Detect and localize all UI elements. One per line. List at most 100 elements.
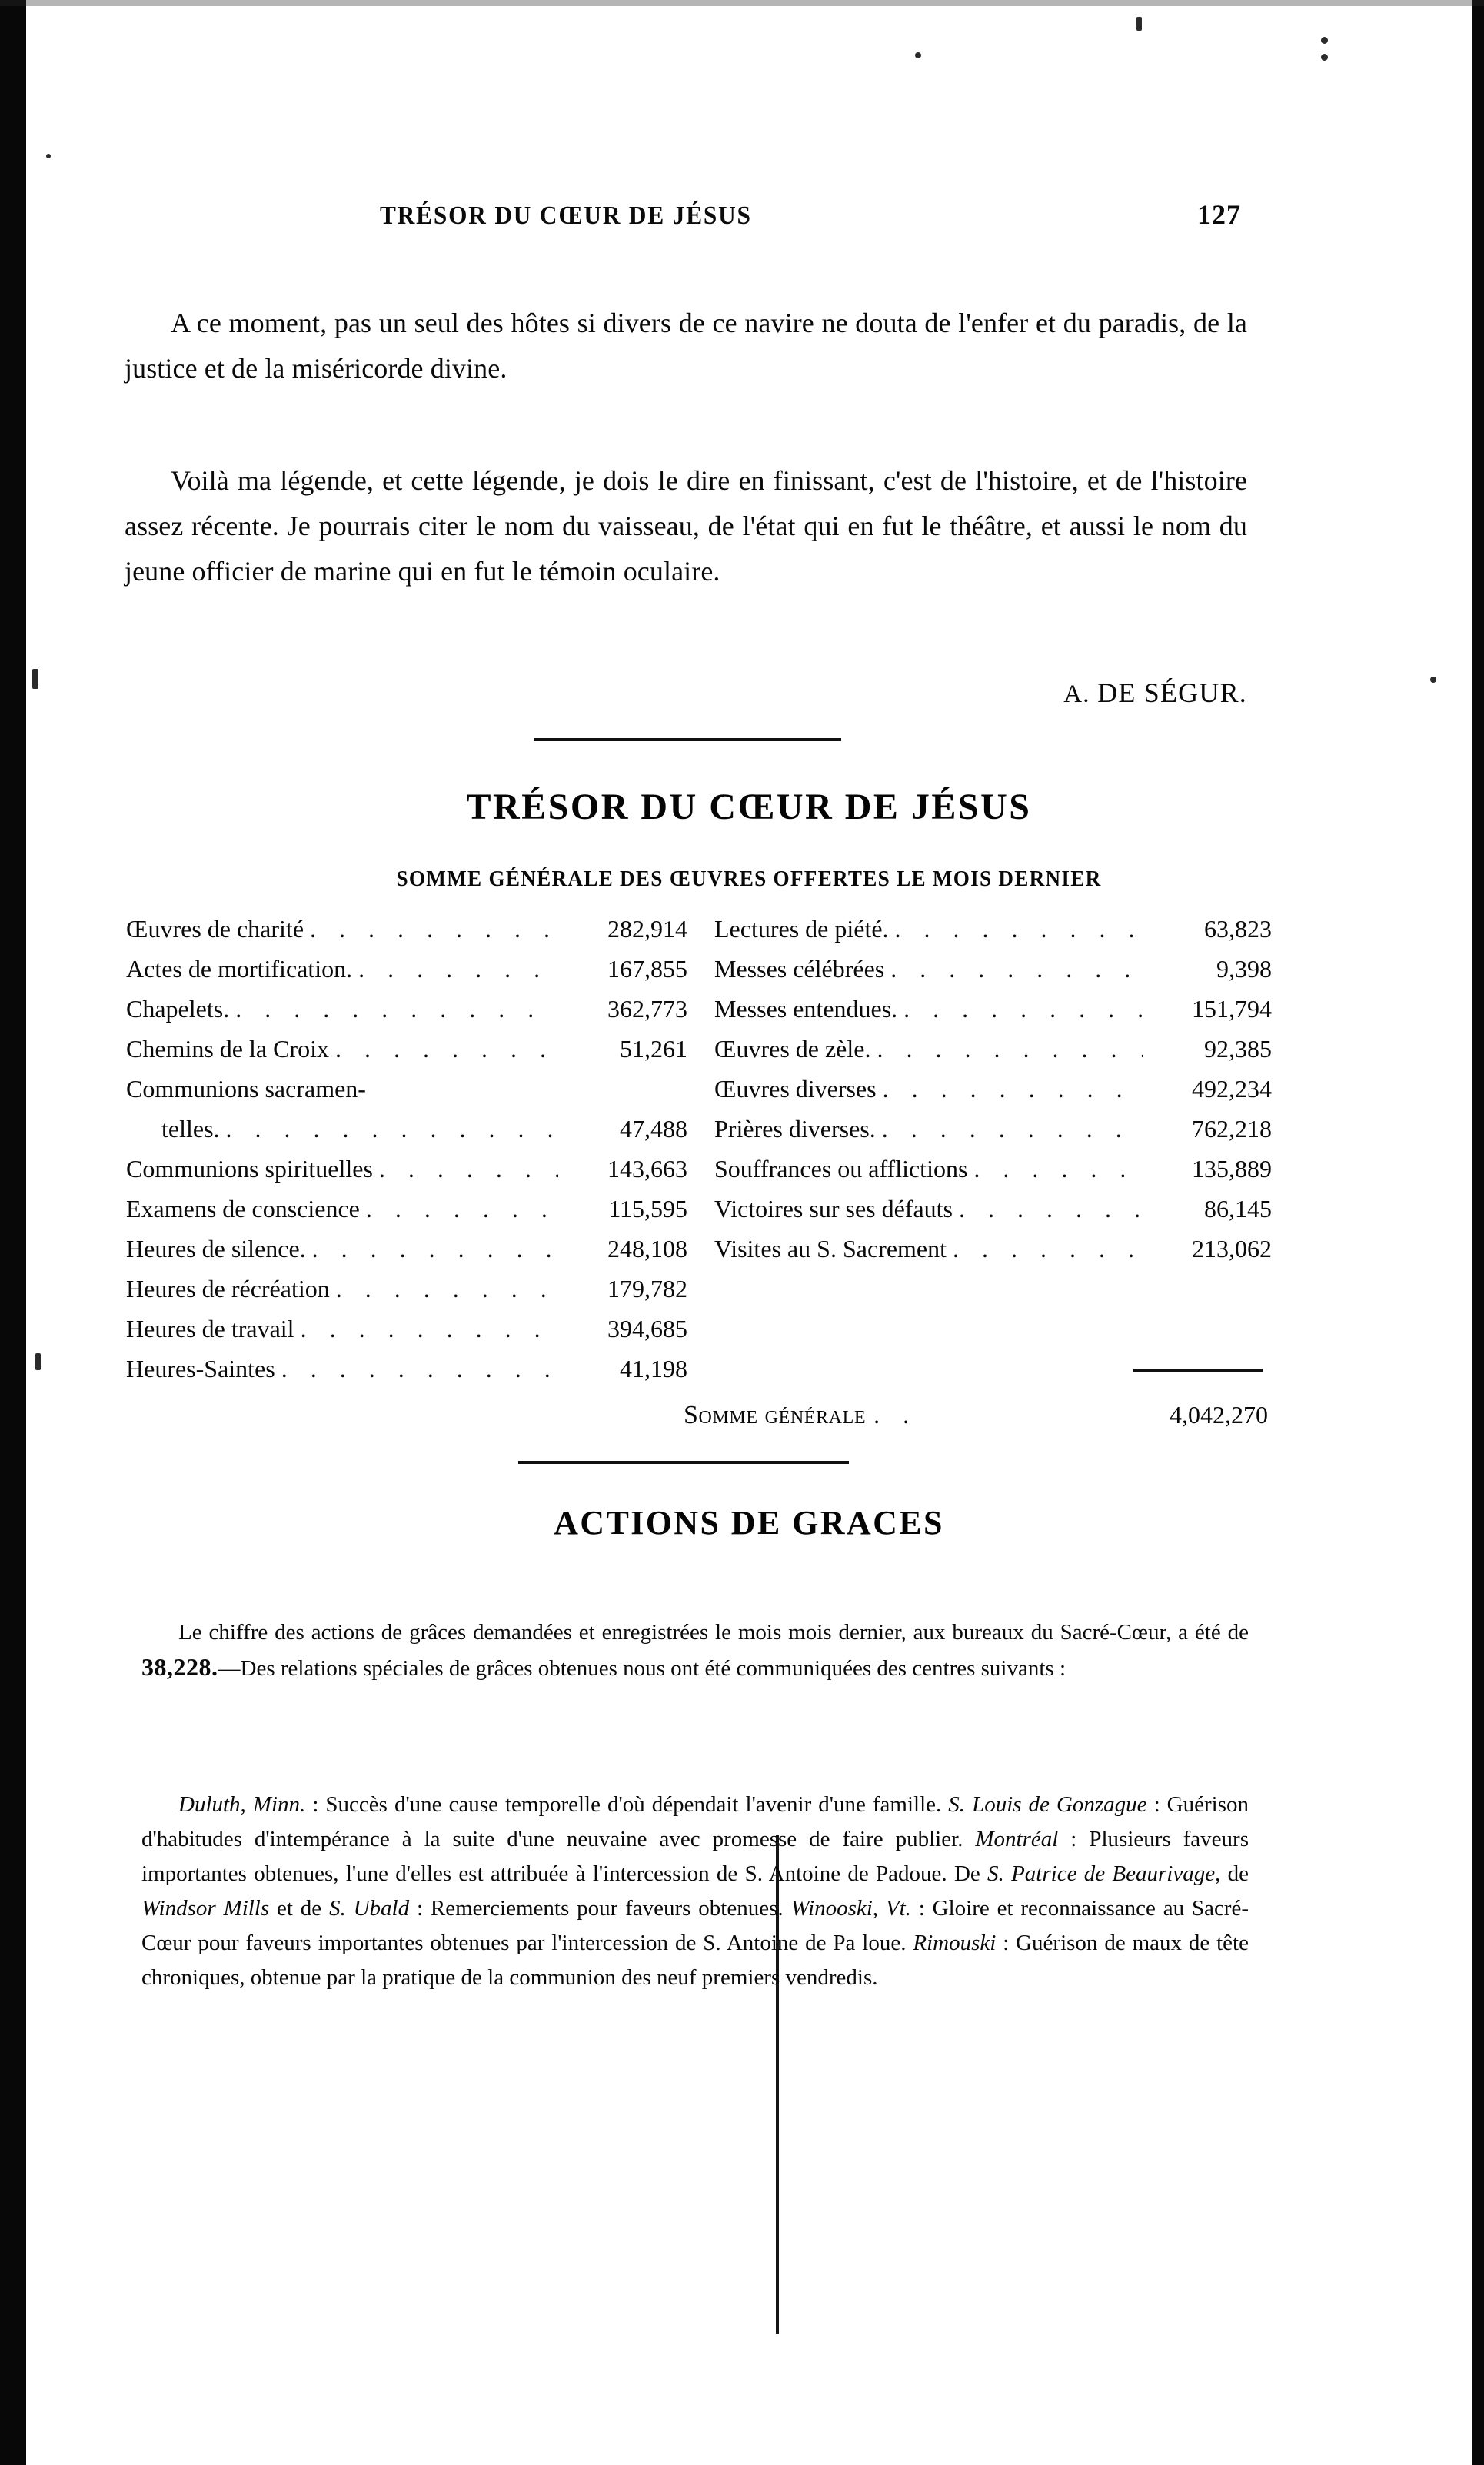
scan-speck (1321, 54, 1328, 61)
dot-leader: . . . . . . . . . . . . . . (959, 1196, 1143, 1221)
table-row: Prières diverses.. . . . . . . . . . . .… (684, 1115, 1272, 1155)
treasury-item-label: Messes célébrées (714, 955, 885, 983)
total-separator-rule (1133, 1369, 1263, 1372)
treasury-table-right-column: Lectures de piété.. . . . . . . . . . . … (684, 915, 1272, 1275)
dot-leader: . . . . . . . . . . . . . . (973, 1156, 1143, 1181)
table-row: Heures de récréation. . . . . . . . . . … (126, 1275, 687, 1315)
scan-edge-left (0, 0, 26, 2465)
treasury-item-value: 362,773 (607, 995, 687, 1023)
treasury-item-label: Œuvres de zèle. (714, 1035, 871, 1063)
dot-leader: . . . . . . . . . . . . . . (225, 1116, 558, 1141)
actions-de-graces-title: ACTIONS DE GRACES (554, 1504, 944, 1542)
treasury-item-value: 248,108 (607, 1235, 687, 1262)
table-row: Communions spirituelles. . . . . . . . .… (126, 1155, 687, 1195)
scan-speck (1430, 677, 1436, 683)
treasury-title: TRÉSOR DU CŒUR DE JÉSUS (466, 787, 1032, 827)
treasury-item-label: Prières diverses. (714, 1115, 876, 1143)
dot-leader: . . . . . . . . . . . . . . (953, 1236, 1143, 1261)
treasury-item-label: Œuvres de charité (126, 915, 304, 943)
table-row: Heures de silence.. . . . . . . . . . . … (126, 1235, 687, 1275)
dot-leader: . . . . . . . . . . . . . . (877, 1036, 1143, 1061)
scan-speck (32, 669, 38, 689)
grace-entry-place: Montréal (975, 1827, 1059, 1851)
table-column-divider (776, 1835, 779, 2334)
scan-speck (46, 154, 51, 158)
dot-leader: . . . . . . . . . . . . . . (358, 956, 558, 981)
grace-entry-text: : Guérison de maux de tête chroniques, o… (141, 1931, 1249, 1990)
article-paragraph-2: Voilà ma légende, et cette légende, je d… (125, 465, 1247, 587)
table-row: Chemins de la Croix. . . . . . . . . . .… (126, 1035, 687, 1075)
table-row: Souffrances ou afflictions. . . . . . . … (684, 1155, 1272, 1195)
table-row: Victoires sur ses défauts. . . . . . . .… (684, 1195, 1272, 1235)
treasury-item-value: 9,398 (1216, 955, 1272, 983)
treasury-item-label: Visites au S. Sacrement (714, 1235, 947, 1262)
table-row: Chapelets.. . . . . . . . . . . . . . 36… (126, 995, 687, 1035)
page-content: TRÉSOR DU CŒUR DE JÉSUS 127 A ce moment,… (26, 0, 1472, 2465)
dot-leader: . . . . . . . . . . . . . . (281, 1356, 558, 1381)
table-row: Lectures de piété.. . . . . . . . . . . … (684, 915, 1272, 955)
dot-leader: . . . . . . . . . . . . . . (334, 1036, 558, 1061)
dot-leader: . . . . . . . . . . . . . . (300, 1316, 558, 1341)
dot-leader: . . . . . . . . . . . . . . (882, 1076, 1143, 1101)
table-row: Œuvres de charité. . . . . . . . . . . .… (126, 915, 687, 955)
treasury-total-row: Somme générale . . 4,042,270 (684, 1401, 1268, 1430)
grace-entry-text: : Succès d'une cause temporelle d'où dép… (305, 1792, 949, 1817)
treasury-item-label: Messes entendues. (714, 995, 898, 1023)
dot-leader: . . . . . . . . . . . . . . (881, 1116, 1143, 1141)
treasury-item-label: Communions spirituelles (126, 1155, 373, 1183)
scan-speck (915, 52, 921, 58)
grace-entry-place: Rimouski (913, 1931, 997, 1955)
article-signature: A. DE SÉGUR. (125, 677, 1247, 709)
treasury-item-value: 492,234 (1192, 1075, 1272, 1103)
table-row: Œuvres de zèle.. . . . . . . . . . . . .… (684, 1035, 1272, 1075)
total-dot-leader: . . (873, 1401, 918, 1429)
dot-leader: . . . . . . . . . . . . . . (365, 1196, 558, 1221)
treasury-item-value: 51,261 (620, 1035, 687, 1063)
treasury-item-label: telles. (161, 1115, 220, 1143)
treasury-subtitle: SOMME GÉNÉRALE DES ŒUVRES OFFERTES LE MO… (396, 867, 1102, 891)
dot-leader: . . . . . . . . . . . . . . (235, 996, 558, 1021)
treasury-item-label: Examens de conscience (126, 1195, 360, 1223)
dot-leader: . . . . . . . . . . . . . . (894, 916, 1143, 941)
treasury-item-label: Chemins de la Croix (126, 1035, 329, 1063)
treasury-item-label: Lectures de piété. (714, 915, 889, 943)
actions-count: 38,228. (141, 1653, 218, 1681)
treasury-item-label: Chapelets. (126, 995, 230, 1023)
grace-entry-place: Windsor Mills (141, 1896, 270, 1921)
grace-entry-place: S. Louis de Gonzague (948, 1792, 1147, 1817)
table-row: Œuvres diverses. . . . . . . . . . . . .… (684, 1075, 1272, 1115)
table-row: Communions sacramen- (126, 1075, 687, 1115)
treasury-item-value: 47,488 (620, 1115, 687, 1143)
grace-entry-text: : Guérison d'habitudes d'intempérance à … (141, 1792, 1249, 1851)
treasury-item-value: 41,198 (620, 1355, 687, 1382)
table-row: Messes entendues.. . . . . . . . . . . .… (684, 995, 1272, 1035)
total-value: 4,042,270 (1170, 1401, 1268, 1429)
grace-entry-place: Duluth, Minn. (178, 1792, 306, 1817)
treasury-item-label: Œuvres diverses (714, 1075, 877, 1103)
treasury-item-value: 213,062 (1192, 1235, 1272, 1262)
grace-entry-text: et de (269, 1896, 329, 1921)
scan-speck (1136, 17, 1142, 31)
scan-edge-right (1472, 0, 1484, 2465)
treasury-item-label: Souffrances ou afflictions (714, 1155, 968, 1183)
grace-entry-place: S. Ubald (329, 1896, 410, 1921)
dot-leader: . . . . . . . . . . . . . . (335, 1276, 558, 1301)
dot-leader: . . . . . . . . . . . . . . (903, 996, 1143, 1021)
treasury-item-label: Heures de silence. (126, 1235, 306, 1262)
treasury-item-label: Actes de mortification. (126, 955, 353, 983)
treasury-item-value: 179,782 (607, 1275, 687, 1302)
treasury-item-value: 282,914 (607, 915, 687, 943)
grace-entry-text: , de (1215, 1861, 1249, 1886)
table-row: Visites au S. Sacrement. . . . . . . . .… (684, 1235, 1272, 1275)
treasury-table-left-column: Œuvres de charité . . . . . . . . . . . .… (126, 915, 687, 1395)
treasury-item-value: 143,663 (607, 1155, 687, 1183)
grace-entry-place: Winooski, Vt. (790, 1896, 911, 1921)
scan-speck (1321, 37, 1328, 44)
treasury-item-label: Communions sacramen- (126, 1075, 366, 1103)
signature-initial: A. (1063, 680, 1098, 708)
signature-name: DE SÉGUR. (1097, 677, 1247, 708)
running-header: TRÉSOR DU CŒUR DE JÉSUS 127 (380, 198, 1241, 231)
dot-leader: . . . . . . . . . . . . . . (378, 1156, 558, 1181)
dot-leader: . . . . . . . . . . . . . . (890, 956, 1143, 981)
